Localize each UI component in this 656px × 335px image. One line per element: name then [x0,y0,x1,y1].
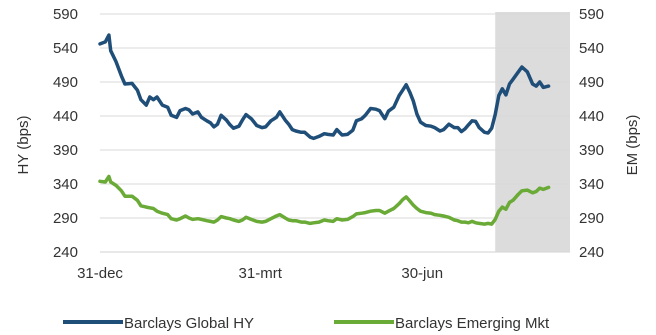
x-tick-label: 31-mrt [239,265,283,282]
y-tick-label-right: 540 [579,40,604,57]
shaded-region-layer [495,12,570,252]
y-tick-label-left: 390 [53,142,78,159]
y-tick-label-left: 590 [53,6,78,23]
y-axis-right-title: EM (bps) [624,115,641,176]
series-line-global-hy [98,33,551,141]
y-tick-label-right: 440 [579,108,604,125]
y-tick-label-left: 240 [53,244,78,261]
y-tick-label-right: 340 [579,176,604,193]
y-tick-label-left: 290 [53,210,78,227]
y-tick-label-left: 490 [53,74,78,91]
y-tick-label-left: 340 [53,176,78,193]
shaded-period [495,12,570,252]
x-axis-ticks: 31-dec 31-mrt 30-jun [77,265,443,282]
y-tick-label-right: 240 [579,244,604,261]
legend-label-emerging-mkt: Barclays Emerging Mkt [395,315,550,332]
x-tick-label: 31-dec [77,265,123,282]
y-tick-label-left: 440 [53,108,78,125]
x-tick-label: 30-jun [401,265,443,282]
y-tick-label-left: 540 [53,40,78,57]
y-tick-label-right: 590 [579,6,604,23]
legend-label-global-hy: Barclays Global HY [124,315,254,332]
series-layer [98,33,551,226]
y-axis-left-title: HY (bps) [15,116,32,175]
series-line-emerging-mkt [98,174,551,226]
y-axis-left-ticks: 590 540 490 440 390 340 290 240 [53,6,78,261]
y-tick-label-right: 390 [579,142,604,159]
y-axis-right-ticks: 590 540 490 440 390 340 290 240 [579,6,604,261]
legend: Barclays Global HY Barclays Emerging Mkt [63,315,550,332]
y-tick-label-right: 490 [579,74,604,91]
y-tick-label-right: 290 [579,210,604,227]
